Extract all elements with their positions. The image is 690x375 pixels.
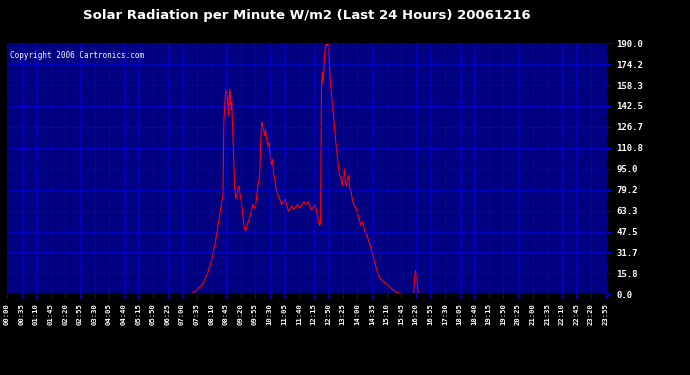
Text: Solar Radiation per Minute W/m2 (Last 24 Hours) 20061216: Solar Radiation per Minute W/m2 (Last 24… xyxy=(83,9,531,22)
Text: Copyright 2006 Cartronics.com: Copyright 2006 Cartronics.com xyxy=(10,51,144,60)
